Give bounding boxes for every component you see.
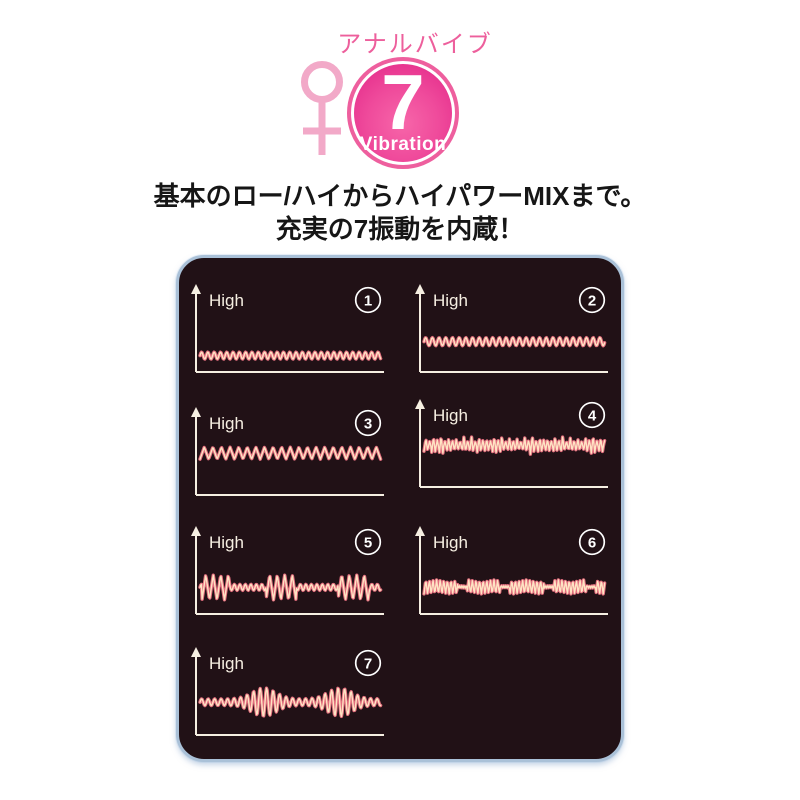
- waveform-core: [423, 579, 606, 595]
- headline-line2: 充実の7振動を内蔵！: [275, 214, 525, 244]
- chart-number: 6: [588, 535, 596, 552]
- chart-number-circle: [578, 401, 606, 429]
- chart-number: 3: [364, 416, 372, 433]
- vibration-chart-2: High 2: [415, 284, 608, 373]
- waveform-core: [199, 574, 382, 601]
- chart-number-circle: [354, 528, 382, 556]
- axis-lines: [419, 534, 608, 615]
- chart-number: 7: [364, 656, 372, 673]
- axis-lines: [419, 407, 608, 488]
- waveform-core: [199, 687, 382, 718]
- waveform-core: [423, 337, 606, 347]
- axis-label-high: High: [209, 414, 244, 433]
- axis-arrow-up-icon: [191, 526, 201, 536]
- chart-number-circle: [578, 286, 606, 314]
- axis-arrow-up-icon: [415, 526, 425, 536]
- waveform-core: [199, 351, 382, 360]
- axis-arrow-up-icon: [191, 407, 201, 417]
- vibration-chart-4: High 4: [415, 399, 608, 488]
- vibration-chart-6: High 6: [415, 526, 608, 615]
- axis-lines: [195, 655, 384, 736]
- chart-number-circle: [354, 409, 382, 437]
- axis-label-high: High: [209, 291, 244, 310]
- waveform-core: [199, 446, 382, 460]
- product-type-label: アナルバイブ: [337, 31, 493, 58]
- waveform-core: [423, 436, 606, 455]
- vibration-count-badge: 7 Vibration: [347, 57, 459, 169]
- axis-lines: [195, 534, 384, 615]
- headline: 基本のロー/ハイからハイパワーMIXまで。 充実の7振動を内蔵！: [0, 180, 800, 246]
- vibration-chart-1: High 1: [191, 284, 384, 373]
- axis-lines: [419, 292, 608, 373]
- axis-label-high: High: [209, 654, 244, 673]
- chart-number: 1: [364, 293, 372, 310]
- chart-number: 5: [364, 535, 372, 552]
- axis-arrow-up-icon: [415, 399, 425, 409]
- chart-number: 4: [588, 408, 597, 425]
- vibration-chart-7: High 7: [191, 647, 384, 736]
- axis-label-high: High: [209, 533, 244, 552]
- vibration-chart-5: High 5: [191, 526, 384, 615]
- headline-line1: 基本のロー/ハイからハイパワーMIXまで。: [153, 181, 647, 211]
- vibration-pattern-panel: High 1 High 2 High 3 High 4 High 5 High 6 High 7: [176, 255, 624, 762]
- vibration-chart-3: High 3: [191, 407, 384, 496]
- female-symbol-icon: [301, 61, 343, 155]
- chart-number-circle: [578, 528, 606, 556]
- axis-label-high: High: [433, 406, 468, 425]
- axis-lines: [195, 292, 384, 373]
- axis-arrow-up-icon: [191, 284, 201, 294]
- axis-label-high: High: [433, 291, 468, 310]
- badge-number: 7: [381, 58, 425, 146]
- axis-label-high: High: [433, 533, 468, 552]
- axis-arrow-up-icon: [415, 284, 425, 294]
- axis-lines: [195, 415, 384, 496]
- chart-number-circle: [354, 649, 382, 677]
- badge-label: Vibration: [359, 134, 447, 155]
- chart-number: 2: [588, 293, 596, 310]
- axis-arrow-up-icon: [191, 647, 201, 657]
- chart-number-circle: [354, 286, 382, 314]
